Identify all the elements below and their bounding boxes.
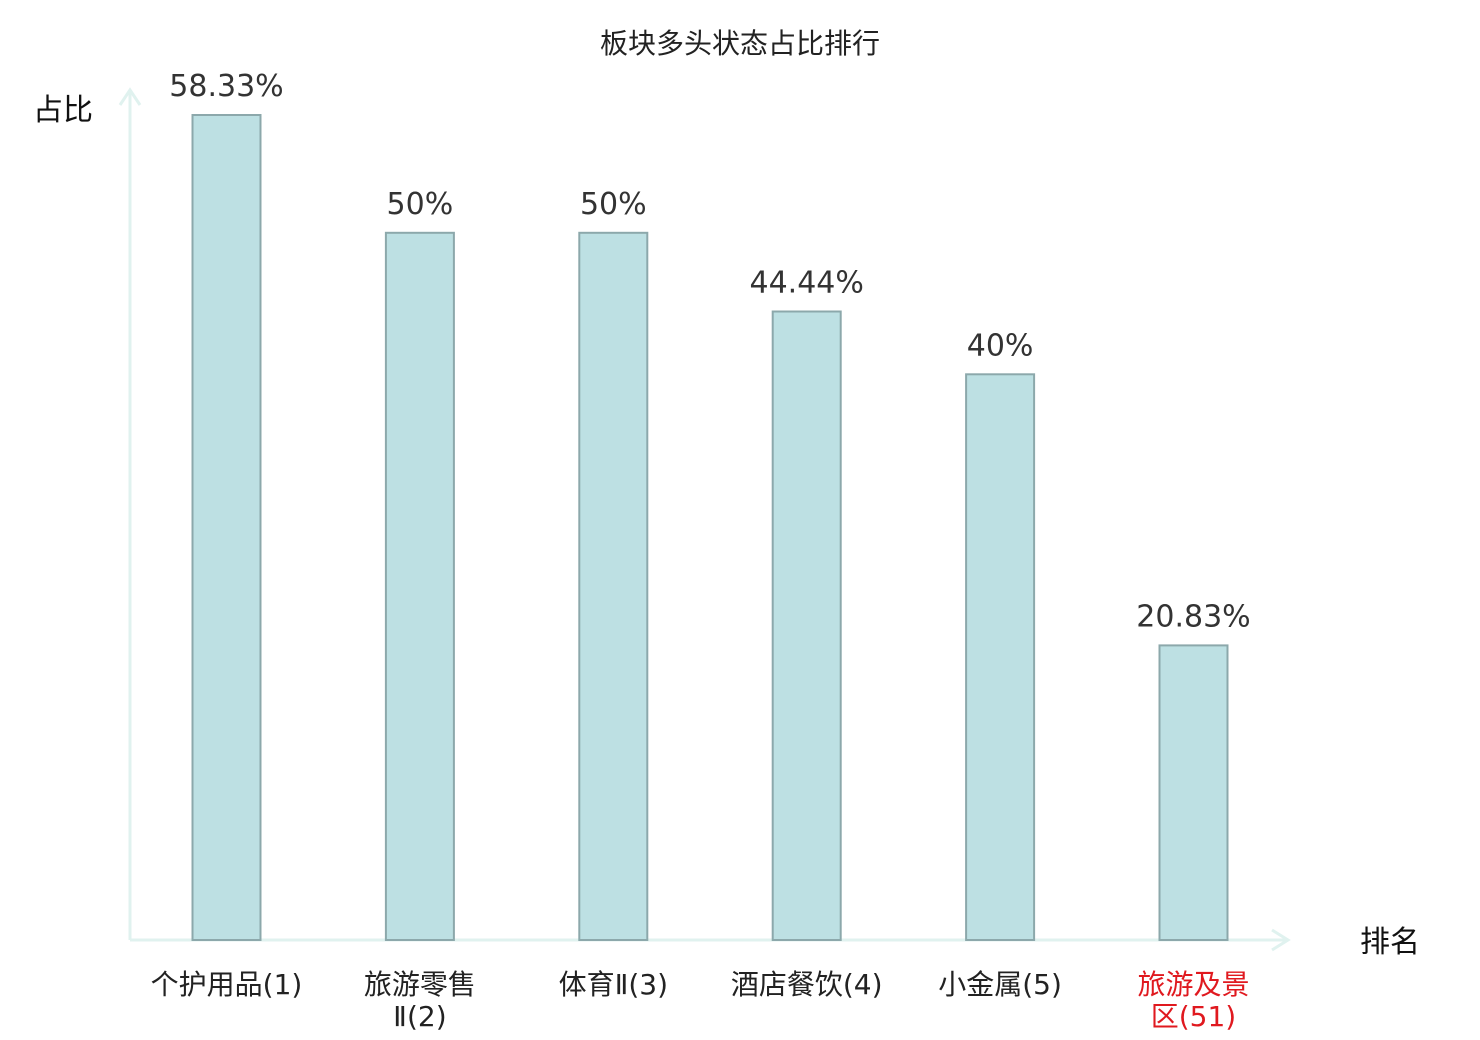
x-tick-label: 体育Ⅱ(3): [559, 968, 668, 1001]
bars: [191, 114, 1229, 942]
bar-value-label: 40%: [967, 328, 1034, 363]
x-tick-label-line: 个护用品(1): [151, 968, 303, 1001]
x-tick-label-line: Ⅱ(2): [393, 1000, 446, 1033]
x-tick-label-line: 酒店餐饮(4): [731, 968, 883, 1001]
y-axis-arrow: [118, 87, 142, 106]
x-tick-label-line: 体育Ⅱ(3): [559, 968, 668, 1001]
bar: [965, 373, 1036, 941]
bar: [578, 231, 649, 942]
x-tick-label: 小金属(5): [938, 968, 1062, 1001]
x-tick-label-line: 小金属(5): [938, 968, 1062, 1001]
bar-value-label: 44.44%: [750, 266, 864, 301]
value-labels: 58.33% 50% 50% 44.44% 40% 20.83%: [169, 69, 1250, 634]
x-tick-label-line: 旅游零售: [364, 968, 476, 1001]
bar: [1158, 644, 1229, 942]
x-axis-label: 排名: [1360, 925, 1420, 960]
bar-value-label: 50%: [387, 187, 454, 222]
x-tick-label: 旅游及景区(51): [1137, 968, 1249, 1033]
bar-value-label: 58.33%: [169, 69, 283, 104]
axes: [118, 87, 1291, 952]
y-axis-label: 占比: [33, 93, 93, 128]
x-tick-label: 旅游零售 Ⅱ(2): [364, 968, 476, 1033]
bar: [191, 114, 262, 941]
tick-labels: 个护用品(1) 旅游零售 Ⅱ(2) 体育Ⅱ(3) 酒店餐饮(4) 小金属(5) 旅游及景区(…: [151, 968, 1250, 1033]
bar-value-label: 20.83%: [1136, 599, 1250, 634]
bar: [771, 310, 842, 941]
x-tick-label: 个护用品(1): [151, 968, 303, 1001]
x-tick-label: 酒店餐饮(4): [731, 968, 883, 1001]
bar: [384, 231, 455, 942]
x-tick-label-line: 区(51): [1151, 1000, 1236, 1033]
x-axis-arrow: [1271, 928, 1291, 952]
x-tick-label-line: 旅游及景: [1137, 968, 1249, 1001]
chart-title: 板块多头状态占比排行: [600, 27, 880, 60]
bar-value-label: 50%: [580, 187, 647, 222]
